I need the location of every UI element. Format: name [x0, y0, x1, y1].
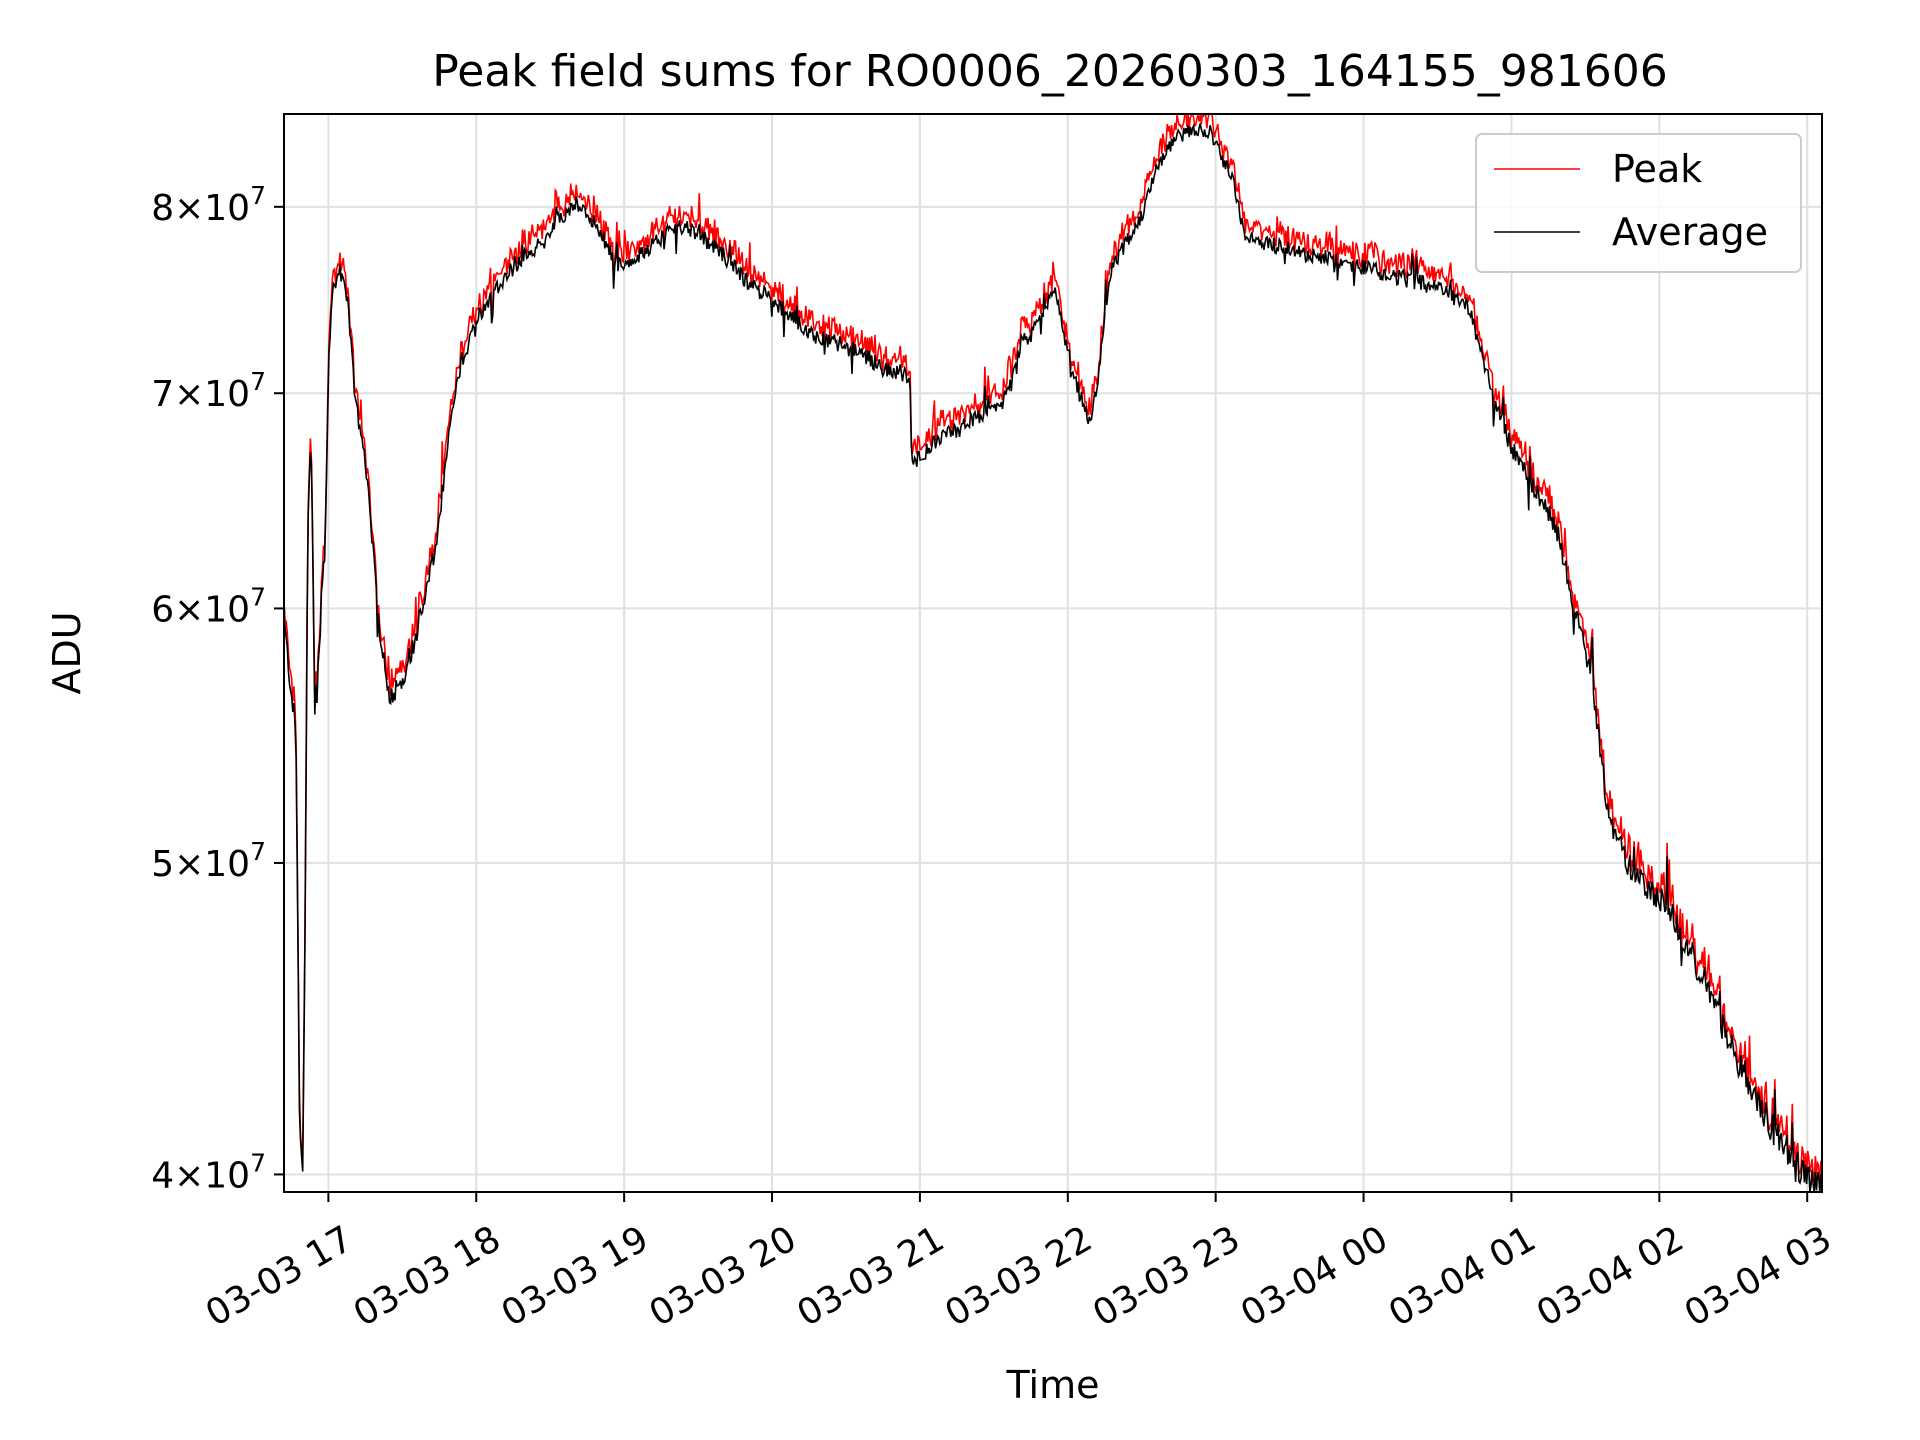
x-axis-label: Time: [1006, 1363, 1100, 1407]
y-tick-label: 4×107: [151, 1148, 266, 1196]
x-tick-label: 03-04 03: [1678, 1218, 1839, 1334]
x-tick-label: 03-04 01: [1382, 1218, 1543, 1334]
y-tick-label: 8×107: [151, 181, 266, 229]
x-tick-label: 03-04 00: [1234, 1218, 1395, 1334]
x-tick-label: 03-03 22: [938, 1218, 1099, 1334]
y-tick-label: 7×107: [151, 367, 266, 415]
x-tick-label: 03-03 23: [1086, 1218, 1247, 1334]
x-tick-label: 03-04 02: [1530, 1218, 1691, 1334]
series-line-average: [283, 123, 1823, 1193]
x-tick-label: 03-03 21: [791, 1218, 952, 1334]
x-tick-label: 03-03 18: [347, 1218, 508, 1334]
legend: Peak Average: [1475, 133, 1802, 273]
y-axis-label: ADU: [45, 611, 89, 694]
chart-title: Peak field sums for RO0006_20260303_1641…: [432, 46, 1668, 97]
series-layer: [283, 112, 1823, 1193]
y-tick-label: 5×107: [151, 837, 266, 885]
legend-label-peak: Peak: [1612, 147, 1702, 191]
plot-frame: [283, 113, 1823, 1193]
x-tick-label: 03-03 20: [643, 1218, 804, 1334]
x-tick-label: 03-03 19: [495, 1218, 656, 1334]
x-tick-label: 03-03 17: [199, 1218, 360, 1334]
y-axis: 4×107 5×107 6×107 7×107 8×107: [151, 181, 284, 1196]
grid-lines: [284, 114, 1822, 1192]
y-tick-label: 6×107: [151, 582, 266, 630]
legend-label-average: Average: [1612, 210, 1768, 254]
series-line-peak: [283, 112, 1823, 1193]
